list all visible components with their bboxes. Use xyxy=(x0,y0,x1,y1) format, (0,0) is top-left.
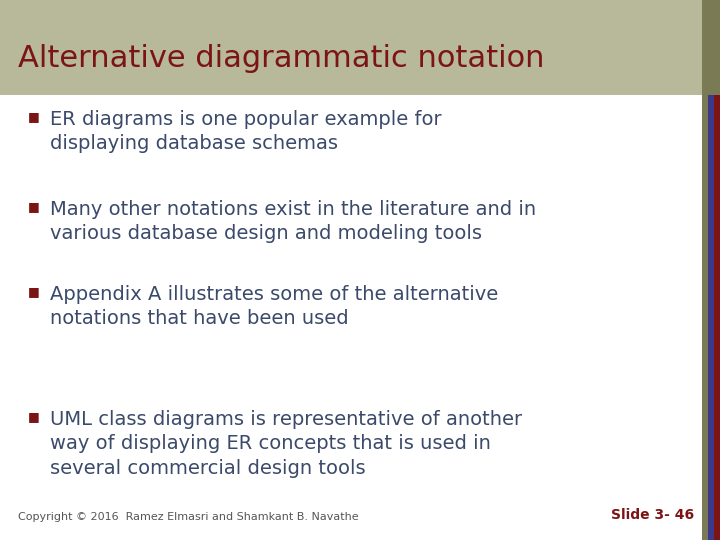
Text: UML class diagrams is representative of another
way of displaying ER concepts th: UML class diagrams is representative of … xyxy=(50,410,522,477)
Text: Slide 3- 46: Slide 3- 46 xyxy=(611,508,694,522)
Text: ■: ■ xyxy=(28,200,40,213)
Text: Appendix A illustrates some of the alternative
notations that have been used: Appendix A illustrates some of the alter… xyxy=(50,285,498,328)
Text: Many other notations exist in the literature and in
various database design and : Many other notations exist in the litera… xyxy=(50,200,536,243)
Text: ER diagrams is one popular example for
displaying database schemas: ER diagrams is one popular example for d… xyxy=(50,110,441,153)
Bar xyxy=(714,94,720,540)
Text: Alternative diagrammatic notation: Alternative diagrammatic notation xyxy=(18,44,544,73)
Bar xyxy=(702,0,720,94)
Text: Copyright © 2016  Ramez Elmasri and Shamkant B. Navathe: Copyright © 2016 Ramez Elmasri and Shamk… xyxy=(18,512,359,522)
Text: ■: ■ xyxy=(28,410,40,423)
Text: ■: ■ xyxy=(28,110,40,123)
Text: ■: ■ xyxy=(28,285,40,298)
Bar xyxy=(708,94,714,540)
Bar xyxy=(0,0,720,94)
Bar xyxy=(702,94,708,540)
